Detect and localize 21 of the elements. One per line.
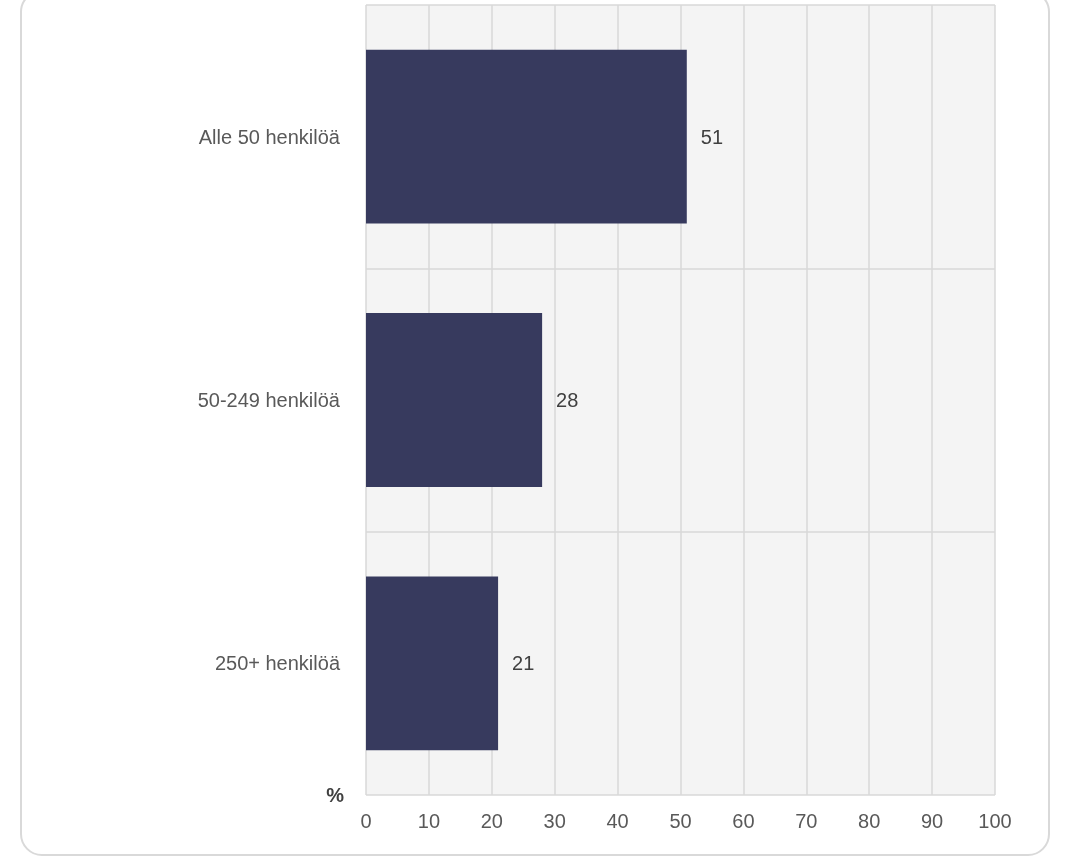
y-tick-label: 250+ henkilöä: [214, 652, 341, 675]
x-tick-label: 70: [795, 810, 818, 832]
x-tick-label: 80: [858, 810, 881, 832]
x-tick-label: 30: [543, 810, 566, 832]
bar: [366, 313, 543, 487]
x-axis-title: %: [326, 784, 345, 806]
y-tick-label: 50-249 henkilöä: [197, 389, 341, 411]
data-label: 51: [700, 125, 724, 148]
bar: [366, 576, 499, 751]
x-tick-label: 90: [920, 810, 944, 832]
x-tick-label: 40: [606, 810, 629, 832]
y-tick-label: Alle 50 henkilöä: [198, 125, 341, 148]
x-tick-label: 50: [669, 810, 692, 832]
data-label: 28: [556, 389, 579, 411]
bar: [366, 49, 687, 224]
x-tick-label: 10: [417, 810, 441, 832]
x-tick-label: 60: [732, 810, 755, 832]
x-tick-label: 20: [480, 810, 503, 832]
x-tick-label: 100: [978, 810, 1012, 832]
data-label: 21: [512, 652, 535, 675]
x-tick-label: 0: [360, 810, 372, 832]
